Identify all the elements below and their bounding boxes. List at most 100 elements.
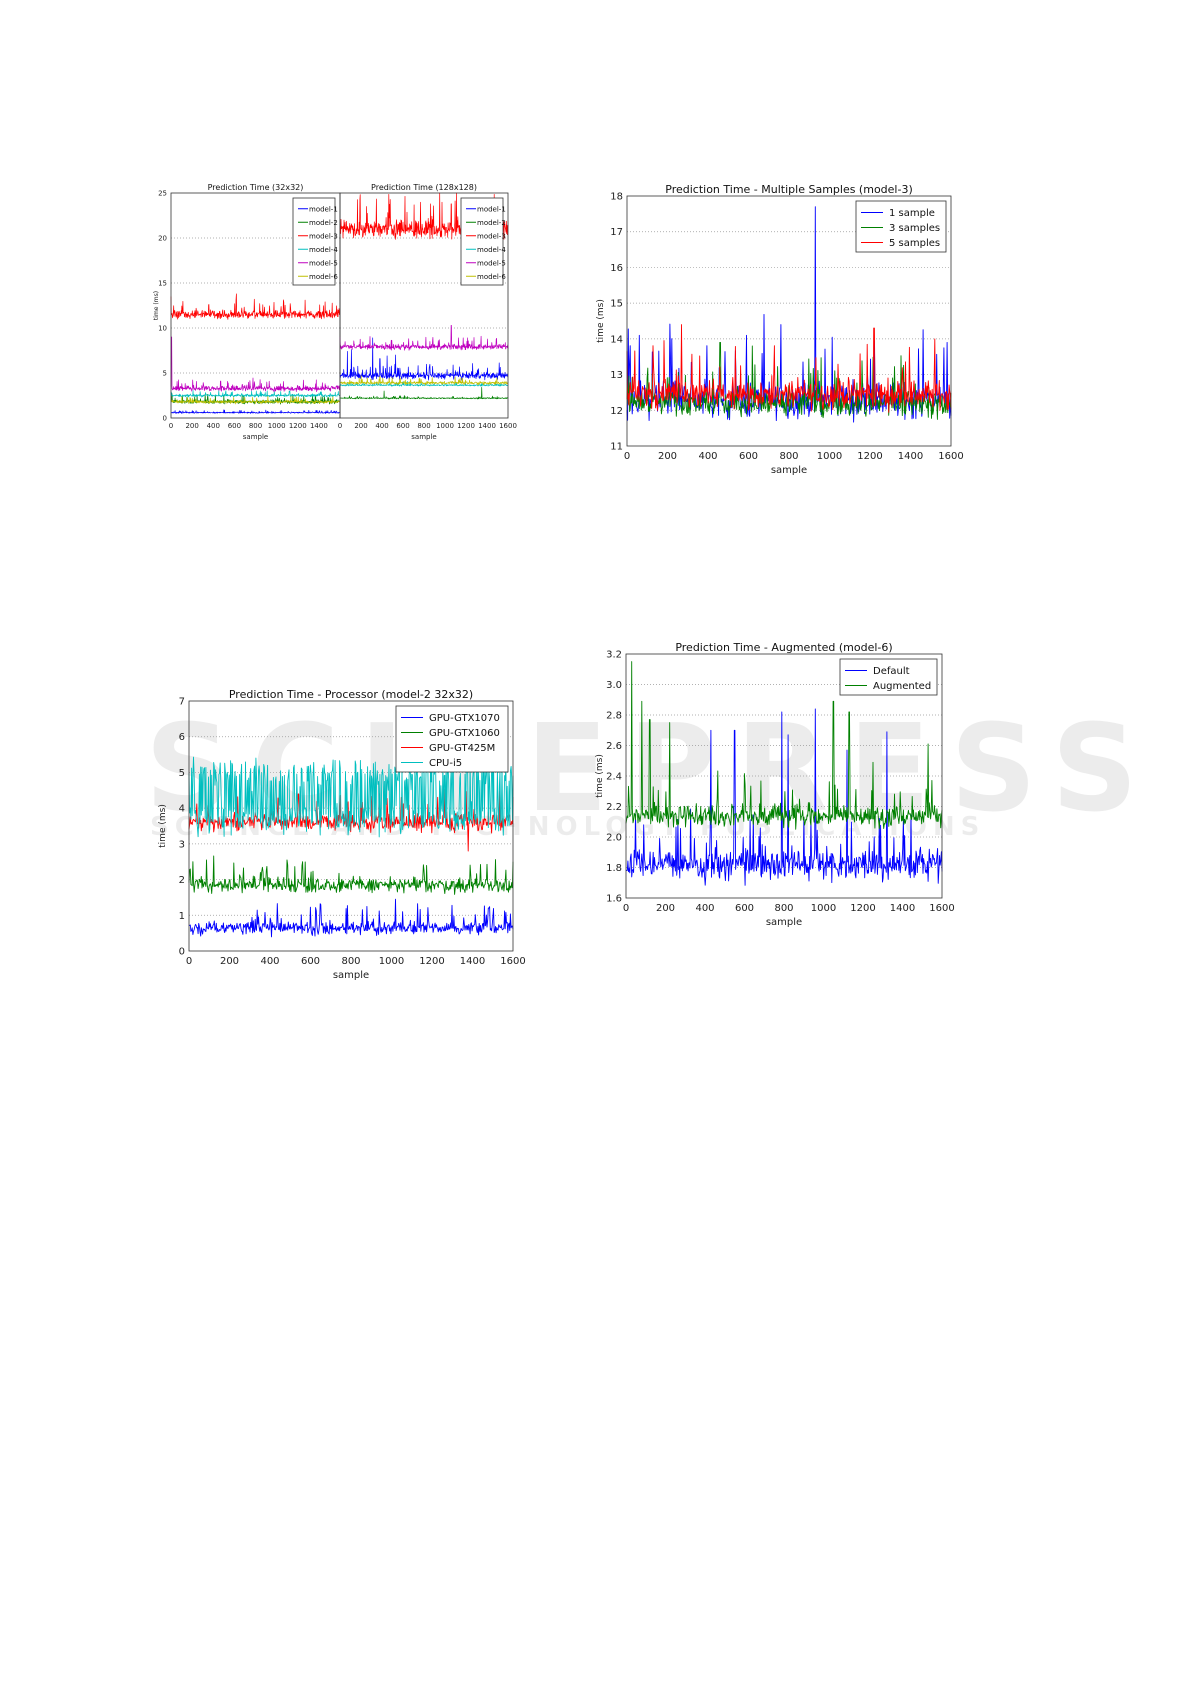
x-tick-label: 600 <box>739 451 758 462</box>
y-tick-label: 2.2 <box>606 802 622 813</box>
x-tick-label: 400 <box>207 422 220 430</box>
y-tick-label: 2.4 <box>606 772 622 783</box>
x-tick-label: 1200 <box>289 422 307 430</box>
x-tick-label: 400 <box>698 451 717 462</box>
series-line-model-1 <box>339 337 509 381</box>
y-tick-label: 25 <box>158 189 167 197</box>
y-tick-label: 17 <box>610 227 623 238</box>
series-line-model-4 <box>339 381 509 387</box>
axes-frame <box>339 192 509 419</box>
y-axis-label: time (ms) <box>158 804 168 848</box>
y-tick-label: 16 <box>610 263 623 274</box>
series-line-model-1 <box>170 409 341 414</box>
series-line-3-samples <box>626 341 952 420</box>
legend-label: GPU-GTX1070 <box>429 713 500 724</box>
x-tick-label: 1600 <box>929 903 954 914</box>
y-axis-label: time (ms) <box>596 299 606 343</box>
x-tick-label: 600 <box>396 422 409 430</box>
legend-label: model-1 <box>309 205 338 213</box>
x-tick-label: 1200 <box>419 956 444 967</box>
x-tick-label: 0 <box>624 451 630 462</box>
series-line-gpu-gtx1060 <box>188 855 514 895</box>
legend: 1 sample 3 samples 5 samples <box>855 200 947 253</box>
series-line-model-6 <box>339 375 509 386</box>
x-tick-label: 1400 <box>310 422 328 430</box>
legend-label: model-3 <box>477 232 506 240</box>
legend-label: 3 samples <box>889 223 940 234</box>
x-tick-label: 800 <box>341 956 360 967</box>
y-axis-label: time (ms) <box>595 754 605 798</box>
x-tick-label: 800 <box>779 451 798 462</box>
x-tick-label: 1000 <box>436 422 454 430</box>
y-tick-label: 5 <box>163 369 167 377</box>
x-axis-label: sample <box>771 465 807 476</box>
legend-label: model-4 <box>309 246 338 254</box>
x-tick-label: 1400 <box>460 956 485 967</box>
y-tick-label: 2.6 <box>606 741 622 752</box>
legend-label: Default <box>873 666 910 677</box>
x-tick-label: 0 <box>186 956 192 967</box>
y-tick-label: 1 <box>179 911 185 922</box>
legend: model-1 model-2 model-3 model-4 model-5 model… <box>460 197 506 286</box>
x-axis-label: sample <box>333 970 369 981</box>
x-tick-label: 800 <box>249 422 262 430</box>
y-tick-label: 3 <box>179 839 185 850</box>
series-line-model-2 <box>339 387 509 400</box>
x-tick-label: 600 <box>301 956 320 967</box>
series-line-default <box>625 708 943 886</box>
chart-title: Prediction Time (32x32) <box>208 183 304 192</box>
legend-label: GPU-GTX1060 <box>429 728 500 739</box>
x-tick-label: 200 <box>658 451 677 462</box>
x-tick-label: 1400 <box>478 422 496 430</box>
x-tick-label: 1600 <box>938 451 963 462</box>
chart-title: Prediction Time - Multiple Samples (mode… <box>665 183 913 196</box>
y-tick-label: 5 <box>179 768 185 779</box>
x-tick-label: 1000 <box>811 903 836 914</box>
x-tick-label: 400 <box>260 956 279 967</box>
y-tick-label: 2.8 <box>606 711 622 722</box>
legend-label: model-1 <box>477 205 506 213</box>
x-tick-label: 1000 <box>817 451 842 462</box>
legend: Default Augmented <box>839 658 938 696</box>
axes-frame <box>625 653 943 899</box>
axes-frame <box>188 700 514 952</box>
y-tick-label: 2.0 <box>606 833 622 844</box>
legend-label: model-2 <box>477 219 506 227</box>
series-line-gpu-gtx1070 <box>188 898 514 938</box>
x-tick-label: 1200 <box>850 903 875 914</box>
series-line-augmented <box>625 661 943 830</box>
y-tick-label: 12 <box>610 406 623 417</box>
x-tick-label: 1200 <box>457 422 475 430</box>
x-tick-label: 800 <box>774 903 793 914</box>
series-line-model-3 <box>170 293 341 320</box>
chart-title: Prediction Time (128x128) <box>371 183 477 192</box>
series-line-cpu-i5 <box>188 755 514 838</box>
axes-frame <box>626 195 952 447</box>
x-axis-label: sample <box>243 433 268 441</box>
legend-label: model-5 <box>309 259 338 267</box>
x-tick-label: 200 <box>220 956 239 967</box>
y-tick-label: 15 <box>610 299 623 310</box>
y-tick-label: 1.6 <box>606 894 622 905</box>
series-line-5-samples <box>626 324 952 413</box>
y-tick-label: 13 <box>610 370 623 381</box>
x-tick-label: 600 <box>228 422 241 430</box>
x-tick-label: 1200 <box>857 451 882 462</box>
legend-label: model-4 <box>477 246 506 254</box>
series-line-model-6 <box>170 395 341 405</box>
series-line-model-4 <box>170 389 341 398</box>
y-tick-label: 4 <box>179 804 185 815</box>
chart-title: Prediction Time - Processor (model-2 32x… <box>229 688 473 701</box>
x-tick-label: 400 <box>695 903 714 914</box>
series-line-model-5 <box>339 324 509 351</box>
legend-label: model-3 <box>309 232 338 240</box>
y-tick-label: 18 <box>610 192 623 203</box>
x-tick-label: 200 <box>354 422 367 430</box>
x-tick-label: 200 <box>656 903 675 914</box>
x-axis-label: sample <box>411 433 436 441</box>
x-tick-label: 0 <box>338 422 342 430</box>
legend-label: Augmented <box>873 681 931 692</box>
y-axis-label: time (ms) <box>153 291 160 320</box>
chart-c1b: 0 200 400 600 800 1000 1200 1400 1600 Prediction … <box>338 183 517 441</box>
